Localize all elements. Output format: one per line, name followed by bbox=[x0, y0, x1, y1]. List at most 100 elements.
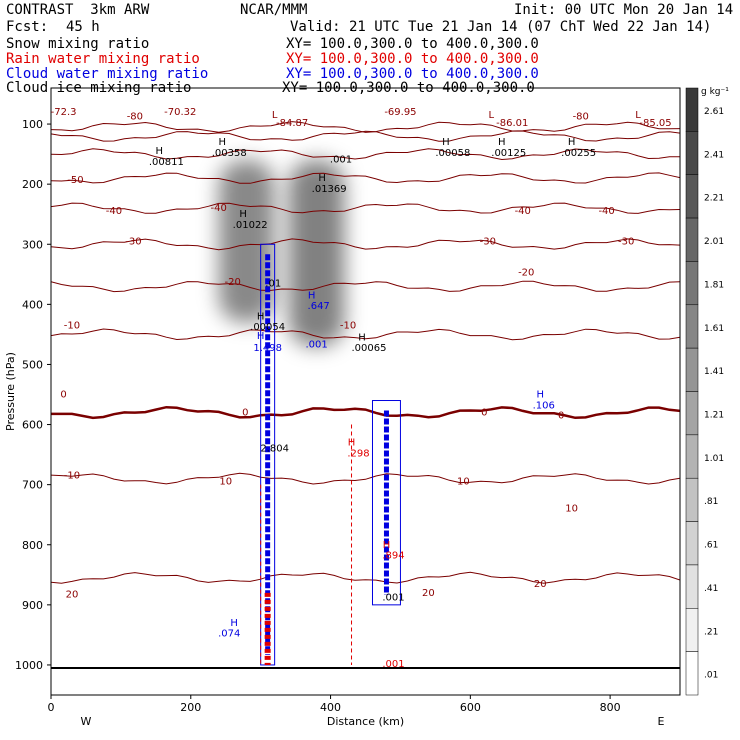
cloud-water-outline-1 bbox=[371, 400, 401, 606]
contour-label: H bbox=[257, 311, 265, 322]
contour-label: -40 bbox=[211, 203, 227, 214]
contour-labels: -72.3 -80 -70.32 L-84.87-69.95 L-86.01-80 L-8… bbox=[51, 107, 672, 670]
x-tick-label: 600 bbox=[460, 701, 481, 714]
forecast-label: Fcst: bbox=[6, 19, 49, 35]
colorbar-label: .21 bbox=[704, 627, 718, 637]
contour-label: 0 bbox=[558, 411, 564, 422]
y-tick-label: 100 bbox=[22, 118, 43, 131]
isotherm-0 bbox=[51, 405, 680, 420]
contour-label: H bbox=[442, 137, 450, 148]
colorbar-label: 2.41 bbox=[704, 150, 724, 160]
valid-time: Valid: 21 UTC Tue 21 Jan 14 (07 ChT Wed … bbox=[290, 19, 712, 35]
contour-label: 1.498 bbox=[253, 343, 282, 354]
contour-label: -84.87 bbox=[276, 118, 308, 129]
y-tick-label: 900 bbox=[22, 599, 43, 612]
contour-label: .001 bbox=[382, 659, 404, 670]
isotherm--80 bbox=[51, 121, 680, 133]
colorbar-label: 1.41 bbox=[704, 367, 724, 377]
x-tick-label: 0 bbox=[48, 701, 55, 714]
contour-label: -30 bbox=[480, 236, 496, 247]
y-tick-label: 700 bbox=[22, 479, 43, 492]
contour-label: -50 bbox=[67, 175, 83, 186]
isotherm--50 bbox=[51, 172, 680, 184]
contour-label: L bbox=[272, 110, 278, 121]
colorbar-swatch bbox=[685, 521, 699, 566]
contour-label: -40 bbox=[106, 206, 122, 217]
colorbar-label: 2.21 bbox=[704, 194, 724, 204]
contour-label: .001 bbox=[305, 340, 327, 351]
x-end-label-left: W bbox=[81, 715, 92, 728]
plot-area bbox=[51, 121, 680, 669]
contour-label: H bbox=[156, 146, 164, 157]
contour-label: L bbox=[489, 110, 495, 121]
contour-label: .106 bbox=[533, 400, 555, 411]
colorbar-swatch bbox=[685, 391, 699, 436]
contour-label: -10 bbox=[340, 320, 356, 331]
contour-label: H bbox=[383, 540, 391, 551]
colorbar-swatch bbox=[685, 434, 699, 479]
colorbar-swatch bbox=[685, 304, 699, 349]
contour-label: .647 bbox=[308, 301, 330, 312]
forecast-hour: 45 h bbox=[66, 19, 100, 35]
contour-label: -70.32 bbox=[164, 107, 196, 118]
isotherm--60 bbox=[51, 148, 680, 161]
colorbar-swatch bbox=[685, 131, 699, 175]
x-end-label-right: E bbox=[658, 715, 665, 728]
colorbar-label: 1.21 bbox=[704, 411, 724, 421]
contour-label: -72.3 bbox=[51, 107, 77, 118]
colorbar-label: .41 bbox=[704, 584, 718, 594]
colorbar-label: .61 bbox=[704, 541, 718, 551]
colorbar-swatch bbox=[685, 564, 699, 609]
contour-label: .01369 bbox=[312, 184, 347, 195]
isotherm--40 bbox=[51, 202, 680, 214]
contour-label: .894 bbox=[382, 551, 404, 562]
field-xy-snow: XY= 100.0,300.0 to 400.0,300.0 bbox=[286, 36, 539, 52]
colorbar-swatch bbox=[685, 651, 699, 696]
contour-label: 10 bbox=[457, 477, 470, 488]
colorbar-label: .01 bbox=[704, 671, 718, 681]
contour-label: .01022 bbox=[233, 220, 268, 231]
x-axis-title: Distance (km) bbox=[327, 715, 404, 728]
contour-label: 10 bbox=[219, 477, 232, 488]
colorbar-label: 2.61 bbox=[704, 107, 724, 117]
colorbar-swatch bbox=[685, 217, 699, 262]
isotherm--10 bbox=[51, 328, 680, 341]
contour-label: -69.95 bbox=[384, 107, 416, 118]
contour-label: .00058 bbox=[435, 148, 470, 159]
colorbar-swatch bbox=[685, 608, 699, 652]
colorbar-label: .81 bbox=[704, 497, 718, 507]
colorbar-swatch bbox=[685, 261, 699, 306]
contour-label: H bbox=[536, 390, 544, 401]
y-tick-label: 1000 bbox=[15, 659, 43, 672]
contour-label: -10 bbox=[64, 320, 80, 331]
y-tick-label: 200 bbox=[22, 178, 43, 191]
x-tick-label: 400 bbox=[320, 701, 341, 714]
y-tick-label: 800 bbox=[22, 539, 43, 552]
colorbar: 2.61 2.41 2.21 2.01 1.81 1.61 1.41 1.21 1.01 .81.… bbox=[685, 87, 729, 696]
y-tick-label: 600 bbox=[22, 419, 43, 432]
contour-label: L bbox=[635, 110, 641, 121]
contour-label: 0 bbox=[481, 408, 487, 419]
contour-label: H bbox=[568, 137, 576, 148]
contour-label: H bbox=[348, 438, 356, 449]
y-axis-title: Pressure (hPa) bbox=[4, 352, 17, 431]
colorbar-swatch bbox=[685, 347, 699, 392]
init-time: Init: 00 UTC Mon 20 Jan 14 bbox=[514, 2, 734, 18]
contour-label: -40 bbox=[598, 206, 614, 217]
contour-label: .00358 bbox=[212, 148, 247, 159]
contour-label: 20 bbox=[422, 588, 435, 599]
y-tick-label: 300 bbox=[22, 238, 43, 251]
contour-label: .001 bbox=[330, 155, 352, 166]
colorbar-label: 2.01 bbox=[704, 237, 724, 247]
x-tick-label: 800 bbox=[600, 701, 621, 714]
contour-label: .001 bbox=[382, 593, 404, 604]
contour-label: 0 bbox=[60, 390, 66, 401]
contour-label: H bbox=[318, 173, 326, 184]
colorbar-unit: g kg⁻¹ bbox=[701, 87, 729, 97]
colorbar-label: 1.61 bbox=[704, 324, 724, 334]
isotherm-10 bbox=[51, 472, 680, 485]
model-title: CONTRAST 3km ARW bbox=[6, 2, 150, 18]
colorbar-label: 1.01 bbox=[704, 454, 724, 464]
contour-label: -10 bbox=[64, 471, 80, 482]
